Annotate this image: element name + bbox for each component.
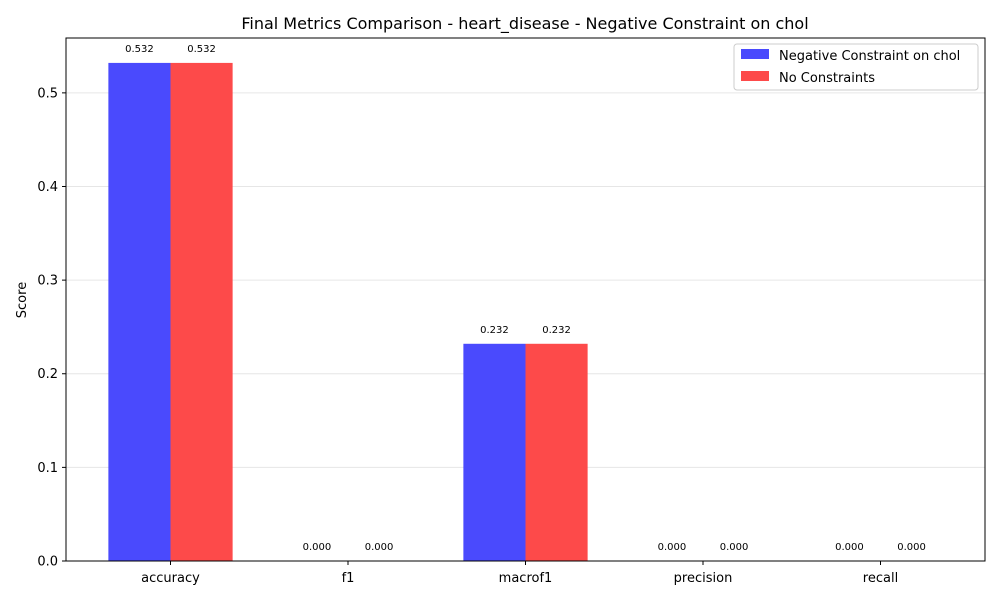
legend-label-series-2: No Constraints — [779, 71, 875, 86]
value-label: 0.000 — [658, 542, 687, 553]
y-tick-label: 0.2 — [37, 367, 58, 382]
x-tick-label: precision — [674, 571, 733, 586]
value-label: 0.000 — [835, 542, 864, 553]
value-label: 0.000 — [897, 542, 926, 553]
legend-label-series-1: Negative Constraint on chol — [779, 49, 960, 64]
chart-title: Final Metrics Comparison - heart_disease… — [241, 14, 808, 34]
y-tick-label: 0.5 — [37, 86, 58, 101]
y-tick-label: 0.1 — [37, 461, 58, 476]
value-label: 0.232 — [542, 325, 571, 336]
legend: Negative Constraint on chol No Constrain… — [733, 43, 979, 91]
y-tick-label: 0.0 — [37, 555, 58, 570]
y-tick-label: 0.4 — [37, 180, 58, 195]
x-tick-label: macrof1 — [499, 571, 553, 586]
y-axis: 0.0 0.1 0.2 0.3 0.4 0.5 — [37, 86, 66, 570]
value-label: 0.000 — [720, 542, 749, 553]
x-tick-label: f1 — [342, 571, 355, 586]
bar-1-macrof1 — [463, 343, 526, 561]
value-label: 0.532 — [125, 44, 154, 55]
y-tick-label: 0.3 — [37, 274, 58, 289]
bar-1-accuracy — [108, 62, 171, 562]
bar-2-accuracy — [170, 62, 233, 562]
x-axis: accuracy f1 macrof1 precision recall — [141, 561, 898, 586]
value-label: 0.532 — [187, 44, 216, 55]
bar-2-macrof1 — [525, 343, 588, 561]
bars — [108, 62, 588, 562]
y-axis-label: Score — [15, 282, 30, 318]
value-labels: 0.532 0.532 0.000 0.000 0.232 0.232 0.000 0.000… — [125, 44, 926, 553]
legend-box — [733, 43, 979, 91]
x-tick-label: accuracy — [141, 571, 200, 586]
x-tick-label: recall — [863, 571, 898, 586]
value-label: 0.000 — [303, 542, 332, 553]
legend-swatch-series-1 — [741, 49, 769, 59]
value-label: 0.232 — [480, 325, 509, 336]
legend-swatch-series-2 — [741, 71, 769, 81]
value-label: 0.000 — [365, 542, 394, 553]
